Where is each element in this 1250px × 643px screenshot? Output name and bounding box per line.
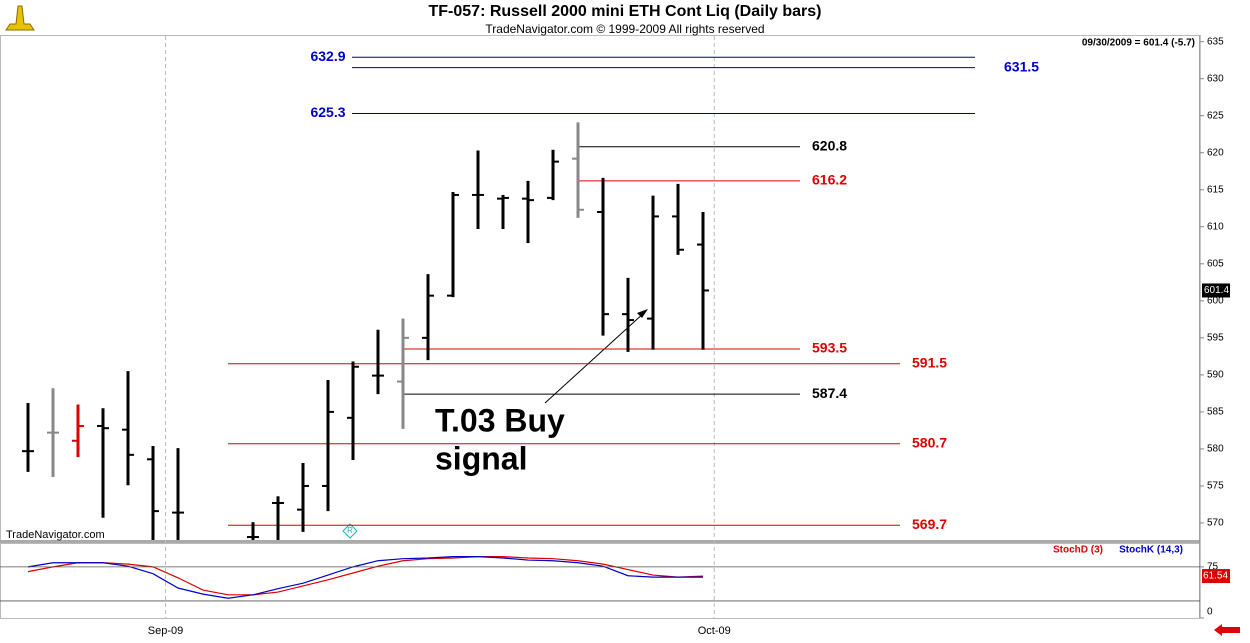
- level-label: 569.7: [912, 516, 947, 532]
- level-label: 631.5: [1004, 58, 1039, 74]
- price-badge: [1202, 283, 1230, 298]
- y-tick-label: 615: [1207, 184, 1224, 195]
- price-badge-label: 601.4: [1204, 285, 1229, 296]
- x-tick-label: Oct-09: [698, 625, 731, 637]
- stoch-badge-label: 61.54: [1203, 571, 1228, 582]
- scroll-arrow[interactable]: [1214, 624, 1240, 636]
- y-tick-label: 575: [1207, 481, 1224, 492]
- y-tick-label: 75: [1207, 562, 1219, 573]
- level-label: 625.3: [310, 104, 345, 120]
- level-label: 620.8: [812, 138, 847, 154]
- stoch-line: [27, 556, 703, 599]
- y-tick-label: 585: [1207, 407, 1224, 418]
- y-tick-label: 0: [1207, 607, 1213, 618]
- chart-subtitle: TradeNavigator.com © 1999-2009 All right…: [485, 22, 764, 36]
- signal-marker: R: [342, 523, 358, 539]
- annotation: T.03 Buy: [435, 402, 565, 438]
- logo: [5, 5, 35, 31]
- level-label: 587.4: [812, 385, 847, 401]
- y-tick-label: 580: [1207, 444, 1224, 455]
- y-tick-label: 570: [1207, 518, 1224, 529]
- stoch-badge: [1202, 569, 1230, 584]
- panel-divider: [0, 540, 1200, 543]
- annotation: signal: [435, 440, 527, 476]
- y-tick-label: 620: [1207, 147, 1224, 158]
- y-tick-label: 610: [1207, 221, 1224, 232]
- svg-text:R: R: [347, 526, 353, 535]
- chart-title: TF-057: Russell 2000 mini ETH Cont Liq (…: [429, 3, 822, 20]
- stoch-line: [27, 556, 704, 596]
- y-tick-label: 635: [1207, 36, 1224, 47]
- legend-entry: StochK (14,3): [1119, 545, 1183, 556]
- level-label: 591.5: [912, 354, 947, 370]
- y-tick-label: 605: [1207, 258, 1224, 269]
- price-bars: [22, 122, 709, 540]
- stoch-lines: [27, 556, 704, 599]
- level-label: 616.2: [812, 172, 847, 188]
- legend-entry: StochD (3): [1053, 545, 1103, 556]
- y-tick-label: 590: [1207, 370, 1224, 381]
- watermark: TradeNavigator.com: [6, 529, 105, 541]
- y-tick-label: 630: [1207, 73, 1224, 84]
- y-tick-label: 625: [1207, 110, 1224, 121]
- y-tick-label: 600: [1207, 295, 1224, 306]
- x-tick-label: Sep-09: [148, 625, 183, 637]
- y-tick-label: 595: [1207, 332, 1224, 343]
- level-label: 632.9: [310, 48, 345, 64]
- info-text: 09/30/2009 = 601.4 (-5.7): [1082, 38, 1195, 49]
- level-label: 593.5: [812, 340, 847, 356]
- level-label: 580.7: [912, 434, 947, 450]
